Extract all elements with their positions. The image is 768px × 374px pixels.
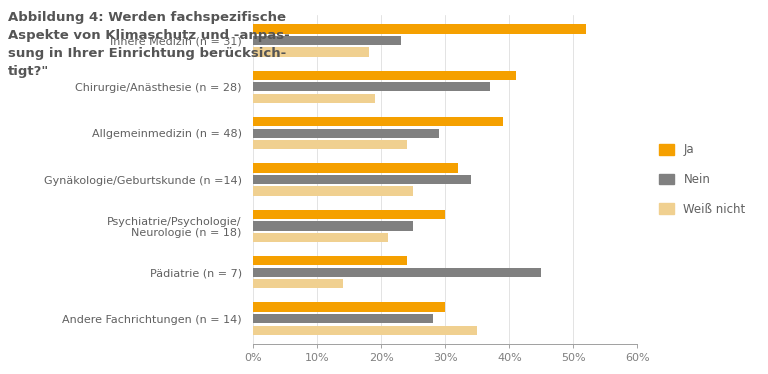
Bar bbox=[253, 24, 586, 34]
Bar bbox=[253, 256, 407, 265]
Bar bbox=[253, 221, 413, 230]
Bar bbox=[253, 94, 375, 103]
Bar bbox=[253, 267, 541, 277]
Bar bbox=[253, 82, 490, 92]
Bar bbox=[253, 314, 432, 323]
Bar bbox=[253, 210, 445, 219]
Bar bbox=[253, 140, 407, 149]
Legend: Ja, Nein, Weiß nicht: Ja, Nein, Weiß nicht bbox=[659, 144, 746, 215]
Bar bbox=[253, 47, 369, 57]
Bar bbox=[253, 163, 458, 172]
Text: Abbildung 4: Werden fachspezifische
Aspekte von Klimaschutz und -anpas-
sung in : Abbildung 4: Werden fachspezifische Aspe… bbox=[8, 11, 290, 78]
Bar bbox=[253, 175, 471, 184]
Bar bbox=[253, 187, 413, 196]
Bar bbox=[253, 129, 439, 138]
Bar bbox=[253, 117, 503, 126]
Bar bbox=[253, 302, 445, 312]
Bar bbox=[253, 233, 388, 242]
Bar bbox=[253, 325, 478, 335]
Bar bbox=[253, 36, 401, 45]
Bar bbox=[253, 279, 343, 288]
Bar bbox=[253, 71, 516, 80]
